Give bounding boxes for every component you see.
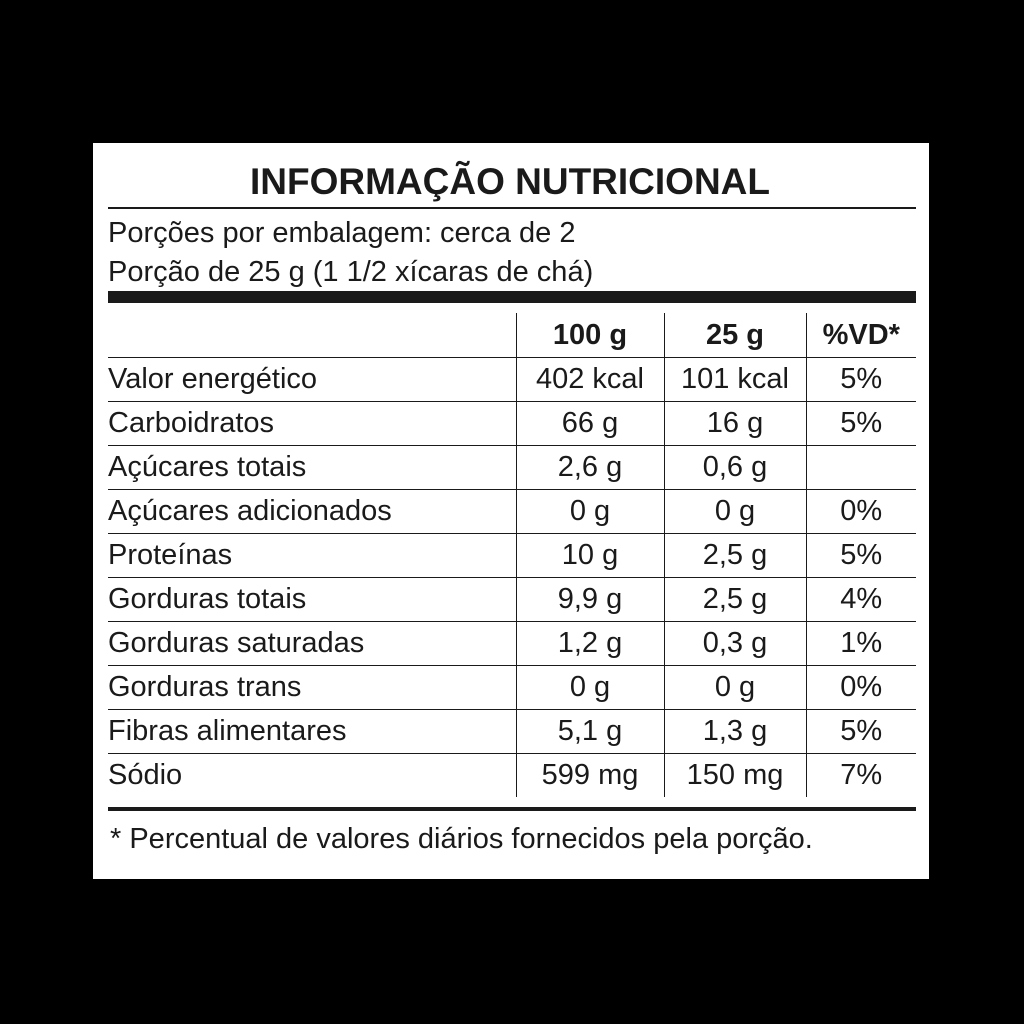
value-per-portion: 16 g [663, 401, 806, 445]
nutrient-name: Açúcares totais [108, 450, 307, 483]
value-per-100g: 66 g [515, 401, 664, 445]
value-daily: 1% [805, 621, 916, 665]
value-daily [805, 445, 916, 489]
value-per-portion: 0,3 g [663, 621, 806, 665]
header-per-100g: 100 g [515, 313, 664, 357]
value-per-100g: 1,2 g [515, 621, 664, 665]
nutrient-name: Gorduras trans [108, 670, 302, 703]
table-row: Sódio 599 mg 150 mg 7% [108, 753, 916, 797]
thick-rule [108, 291, 916, 303]
nutrient-name: Carboidratos [108, 406, 275, 439]
table-header-row: 100 g 25 g %VD* [108, 313, 916, 357]
value-per-100g: 5,1 g [515, 709, 664, 753]
nutrient-name: Sódio [108, 758, 183, 791]
value-daily: 7% [805, 753, 916, 797]
value-per-100g: 2,6 g [515, 445, 664, 489]
table-row: Gorduras totais 9,9 g 2,5 g 4% [108, 577, 916, 621]
value-per-portion: 2,5 g [663, 577, 806, 621]
value-daily: 5% [805, 401, 916, 445]
serving-size: Porção de 25 g (1 1/2 xícaras de chá) [108, 256, 594, 288]
value-daily: 0% [805, 665, 916, 709]
header-per-portion: 25 g [663, 313, 806, 357]
nutrient-name: Gorduras saturadas [108, 626, 365, 659]
value-per-portion: 0 g [663, 665, 806, 709]
nutrient-name: Fibras alimentares [108, 714, 347, 747]
header-nutrient [108, 313, 516, 357]
value-daily: 5% [805, 533, 916, 577]
value-daily: 5% [805, 357, 916, 401]
value-per-100g: 10 g [515, 533, 664, 577]
label-title: INFORMAÇÃO NUTRICIONAL [249, 161, 770, 202]
table-row: Açúcares adicionados 0 g 0 g 0% [108, 489, 916, 533]
table-row: Proteínas 10 g 2,5 g 5% [108, 533, 916, 577]
bottom-rule [108, 807, 916, 811]
nutrient-name: Açúcares adicionados [108, 494, 392, 527]
nutrient-name: Proteínas [108, 538, 233, 571]
nutrient-name: Gorduras totais [108, 582, 307, 615]
title-rule [108, 207, 916, 209]
table-row: Gorduras saturadas 1,2 g 0,3 g 1% [108, 621, 916, 665]
value-daily: 4% [805, 577, 916, 621]
value-per-100g: 9,9 g [515, 577, 664, 621]
value-per-portion: 1,3 g [663, 709, 806, 753]
table-row: Gorduras trans 0 g 0 g 0% [108, 665, 916, 709]
value-daily: 0% [805, 489, 916, 533]
value-per-100g: 599 mg [515, 753, 664, 797]
table-row: Fibras alimentares 5,1 g 1,3 g 5% [108, 709, 916, 753]
nutrition-table: 100 g 25 g %VD* Valor energético 402 kca… [108, 313, 916, 797]
header-daily-value: %VD* [805, 313, 916, 357]
value-daily: 5% [805, 709, 916, 753]
table-row: Carboidratos 66 g 16 g 5% [108, 401, 916, 445]
value-per-portion: 0 g [663, 489, 806, 533]
value-per-100g: 402 kcal [515, 357, 664, 401]
value-per-portion: 101 kcal [663, 357, 806, 401]
value-per-100g: 0 g [515, 489, 664, 533]
value-per-portion: 0,6 g [663, 445, 806, 489]
servings-per-package: Porções por embalagem: cerca de 2 [108, 217, 576, 249]
table-row: Açúcares totais 2,6 g 0,6 g [108, 445, 916, 489]
value-per-portion: 150 mg [663, 753, 806, 797]
nutrient-name: Valor energético [108, 362, 318, 395]
value-per-portion: 2,5 g [663, 533, 806, 577]
footnote: * Percentual de valores diários fornecid… [110, 823, 813, 855]
value-per-100g: 0 g [515, 665, 664, 709]
table-row: Valor energético 402 kcal 101 kcal 5% [108, 357, 916, 401]
